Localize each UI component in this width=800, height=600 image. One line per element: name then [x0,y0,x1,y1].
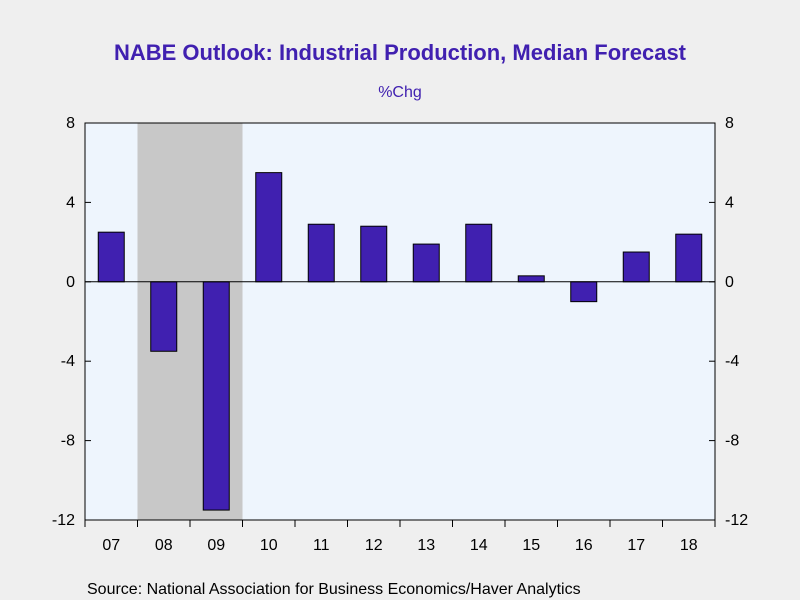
ytick-label-right: 0 [725,274,734,291]
ytick-label-left: 4 [66,194,75,211]
bar-10 [255,172,283,283]
ytick-label-right: -8 [725,433,739,450]
xtick-label-15: 15 [522,537,540,554]
ytick-label-left: 0 [66,274,75,291]
ytick-label-left: 8 [66,115,75,132]
xtick-label-11: 11 [313,537,330,554]
xtick-label-17: 17 [627,537,645,554]
bar-08 [150,281,178,352]
xtick-label-12: 12 [365,537,383,554]
ytick-label-right: 4 [725,194,734,211]
bar-18 [675,233,703,283]
ytick-label-right: -4 [725,353,739,370]
source-note: Source: National Association for Busines… [87,581,581,598]
bar-13 [412,243,440,283]
chart-subtitle: %Chg [378,84,422,101]
xtick-label-13: 13 [417,537,435,554]
bar-17 [622,251,650,283]
bar-11 [307,223,335,283]
xtick-label-09: 09 [207,537,225,554]
ytick-label-right: -12 [725,512,748,529]
ytick-label-left: -12 [52,512,75,529]
bar-14 [465,223,493,283]
bar-12 [360,225,388,283]
xtick-label-18: 18 [680,537,698,554]
bar-16 [570,281,598,303]
xtick-label-16: 16 [575,537,593,554]
bar-09 [202,281,230,511]
xtick-label-14: 14 [470,537,488,554]
xtick-label-08: 08 [155,537,173,554]
bars-group [97,172,703,511]
xtick-label-10: 10 [260,537,278,554]
ytick-label-left: -4 [61,353,75,370]
bar-15 [517,275,545,283]
ytick-label-right: 8 [725,115,734,132]
ytick-label-left: -8 [61,433,75,450]
bar-07 [97,231,125,283]
ticks-group: 8 8 4 4 0 0 -4 -4 -8 -8 -12 -12 07 08 09 10 11 12 13 14 15 16… [52,115,748,554]
xtick-label-07: 07 [102,537,120,554]
chart-title: NABE Outlook: Industrial Production, Med… [114,40,687,65]
